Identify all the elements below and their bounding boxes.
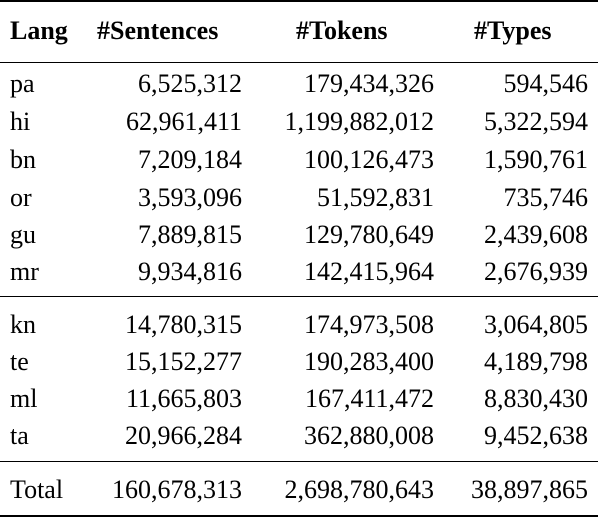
cell-sentences: 3,593,096 [138, 183, 242, 212]
cell-lang: kn [10, 310, 36, 339]
table-row: or 3,593,096 51,592,831 735,746 [0, 179, 598, 217]
cell-lang: mr [10, 257, 39, 286]
bottom-rule [0, 515, 598, 517]
cell-lang: gu [10, 220, 36, 249]
cell-tokens: 179,434,326 [304, 69, 434, 98]
total-types: 38,897,865 [471, 475, 588, 504]
cell-types: 735,746 [503, 183, 589, 212]
cell-sentences: 7,209,184 [138, 145, 242, 174]
total-sentences: 160,678,313 [112, 475, 242, 504]
top-rule [0, 0, 598, 2]
cell-lang: bn [10, 145, 36, 174]
header-lang: Lang [10, 16, 68, 45]
header-tokens: #Tokens [296, 16, 388, 45]
table-row: hi 62,961,411 1,199,882,012 5,322,594 [0, 103, 598, 141]
total-row: Total 160,678,313 2,698,780,643 38,897,8… [0, 471, 598, 509]
cell-tokens: 362,880,008 [304, 421, 434, 450]
header-types: #Types [474, 16, 552, 45]
cell-types: 9,452,638 [484, 421, 588, 450]
cell-types: 2,439,608 [484, 220, 588, 249]
cell-sentences: 14,780,315 [125, 310, 242, 339]
cell-lang: or [10, 183, 32, 212]
cell-lang: te [10, 347, 29, 376]
cell-tokens: 129,780,649 [304, 220, 434, 249]
cell-tokens: 51,592,831 [317, 183, 434, 212]
cell-sentences: 11,665,803 [125, 384, 242, 413]
group-rule [0, 296, 598, 297]
total-label: Total [10, 475, 64, 504]
table-row: mr 9,934,816 142,415,964 2,676,939 [0, 253, 598, 291]
cell-tokens: 167,411,472 [304, 384, 434, 413]
cell-tokens: 100,126,473 [304, 145, 434, 174]
table-row: gu 7,889,815 129,780,649 2,439,608 [0, 216, 598, 254]
cell-sentences: 6,525,312 [138, 69, 242, 98]
cell-types: 5,322,594 [484, 107, 588, 136]
table-row: kn 14,780,315 174,973,508 3,064,805 [0, 306, 598, 344]
cell-tokens: 190,283,400 [304, 347, 434, 376]
cell-types: 8,830,430 [484, 384, 588, 413]
header-rule [0, 62, 598, 63]
cell-tokens: 142,415,964 [304, 257, 434, 286]
cell-sentences: 20,966,284 [125, 421, 242, 450]
cell-types: 2,676,939 [484, 257, 588, 286]
table-row: ml 11,665,803 167,411,472 8,830,430 [0, 380, 598, 418]
cell-sentences: 9,934,816 [138, 257, 242, 286]
cell-types: 4,189,798 [484, 347, 588, 376]
cell-lang: ml [10, 384, 38, 413]
table-row: bn 7,209,184 100,126,473 1,590,761 [0, 141, 598, 179]
cell-sentences: 15,152,277 [125, 347, 242, 376]
cell-types: 3,064,805 [484, 310, 588, 339]
header-sentences: #Sentences [97, 16, 219, 45]
cell-sentences: 7,889,815 [138, 220, 242, 249]
table-row: ta 20,966,284 362,880,008 9,452,638 [0, 417, 598, 455]
table-row: pa 6,525,312 179,434,326 594,546 [0, 65, 598, 103]
total-tokens: 2,698,780,643 [284, 475, 435, 504]
cell-lang: ta [10, 421, 29, 450]
total-rule [0, 461, 598, 462]
cell-lang: hi [10, 107, 31, 136]
cell-types: 594,546 [503, 69, 589, 98]
cell-tokens: 1,199,882,012 [284, 107, 435, 136]
cell-lang: pa [10, 69, 35, 98]
header-row: Lang #Sentences #Tokens #Types [0, 12, 598, 50]
cell-tokens: 174,973,508 [304, 310, 434, 339]
cell-types: 1,590,761 [484, 145, 588, 174]
cell-sentences: 62,961,411 [125, 107, 242, 136]
table-row: te 15,152,277 190,283,400 4,189,798 [0, 343, 598, 381]
